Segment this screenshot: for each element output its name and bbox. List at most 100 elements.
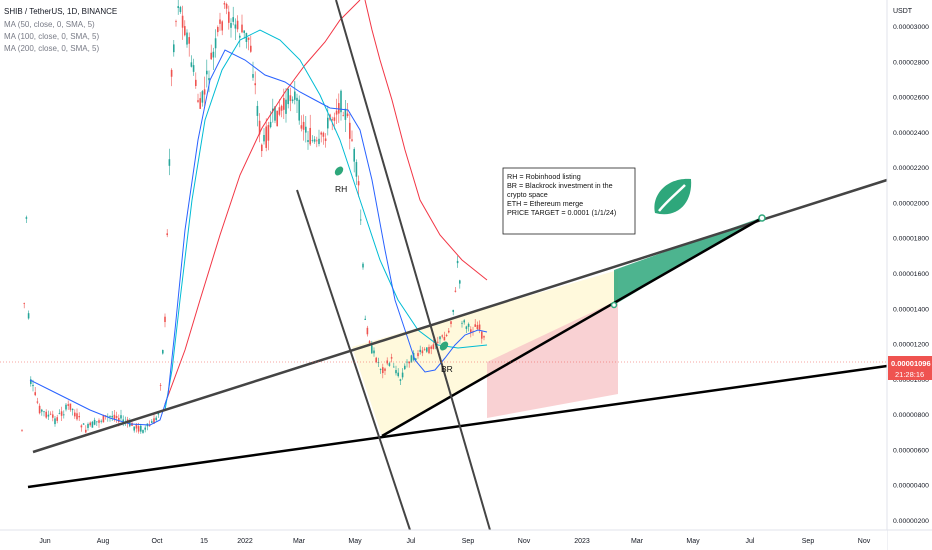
candle-body [69,403,72,410]
candle-body [353,149,355,162]
candle-body [76,413,78,420]
countdown-label: 21:28:16 [895,370,924,379]
candle-body [96,421,98,423]
indicator-ma100[interactable]: MA (100, close, 0, SMA, 5) [4,32,99,41]
legend-line-4: ETH = Ethereum merge [507,199,583,208]
candle-body [450,321,452,324]
candle-body [27,313,30,319]
candle-body [377,362,380,363]
candle-body [21,429,23,431]
candle-body [225,3,228,9]
candle-body [294,91,296,100]
candle-body [437,341,439,343]
annotation-rh: RH [335,184,347,194]
candle-body [331,119,333,121]
candle-body [175,21,177,23]
symbol-title: SHIB / TetherUS, 1D, BINANCE [4,7,117,16]
candle-body [164,316,166,323]
candle-body [148,425,151,427]
candle-body [168,159,171,166]
candle-body [296,97,298,101]
candle-body [305,126,307,133]
candle-body [85,429,87,433]
candle-body [470,329,472,333]
indicator-ma200[interactable]: MA (200, close, 0, SMA, 5) [4,44,99,53]
candle-body [135,424,138,429]
candle-body [25,217,28,219]
red-zone [487,300,618,418]
candle-body [283,98,285,110]
candle-body [324,138,327,141]
y-tick-label: 0.00000400 [893,483,929,490]
legend-box: RH = Robinhood listing BR = Blackrock in… [502,167,636,235]
y-tick-label: 0.00001600 [893,271,929,278]
candle-body [197,100,199,102]
candle-body [60,411,63,416]
legend-line-6: PRICE TARGET = 0.0001 (1/1/24) [507,208,616,217]
candle-body [199,98,201,109]
x-tick-label: Mar [293,538,306,545]
ma200-line [164,0,361,405]
candle-body [443,336,446,341]
candle-body [481,331,483,339]
candle-body [274,106,276,121]
target-point-1[interactable] [610,301,618,309]
candle-body [247,37,250,40]
candle-body [258,120,261,135]
axis-unit-label: USDT [893,8,913,15]
candle-body [212,51,215,58]
candle-body [399,379,402,381]
candle-body [80,425,83,428]
x-tick-label: Oct [152,538,163,545]
candle-body [142,429,144,433]
candle-body [250,45,252,52]
candle-body [221,21,223,31]
candle-body [478,324,481,330]
candle-body [316,140,318,142]
indicator-ma50[interactable]: MA (50, close, 0, SMA, 5) [4,20,95,29]
svg-text:RH = Robinhood listing B: RH = Robinhood listing BR = Blackrock in… [507,172,616,217]
x-tick-label: Mar [631,538,644,545]
candle-body [113,414,116,420]
candle-body [441,335,443,337]
candle-body [340,90,342,113]
candle-body [184,26,186,36]
candle-body [342,115,344,117]
candle-body [256,105,259,116]
candle-body [267,125,270,141]
yellow-zone [352,270,618,436]
candle-body [269,121,272,128]
target-point-2[interactable] [758,214,766,222]
candle-body [300,125,303,129]
candle-body [459,280,461,284]
candle-body [384,368,386,371]
x-tick-labels: Jun Aug Oct 15 2022 Mar May Jul Sep Nov 2023 Mar May… [39,538,870,545]
candle-body [236,20,239,30]
candle-body [137,426,140,432]
ma50-line [29,49,488,426]
price-candles [21,0,485,434]
candle-body [52,414,54,418]
candle-body [351,139,353,141]
candle-body [430,346,432,349]
candle-body [186,32,188,45]
candle-body [217,26,219,33]
candle-body [162,350,164,354]
y-tick-label: 0.00001400 [893,306,929,313]
candle-body [230,23,232,28]
legend-line-1: RH = Robinhood listing [507,172,581,181]
candle-body [214,38,217,49]
candle-body [322,132,325,137]
current-price-label: 0.00001096 [891,359,931,368]
candle-body [327,117,329,129]
candle-body [362,263,364,268]
candle-body [355,162,358,177]
leaf-marker-rh [334,166,344,176]
candle-body [463,320,465,323]
candle-body [291,99,294,102]
candle-body [428,346,430,354]
price-axis[interactable] [887,0,932,550]
time-axis[interactable] [0,530,887,550]
x-tick-label: Sep [802,538,815,545]
